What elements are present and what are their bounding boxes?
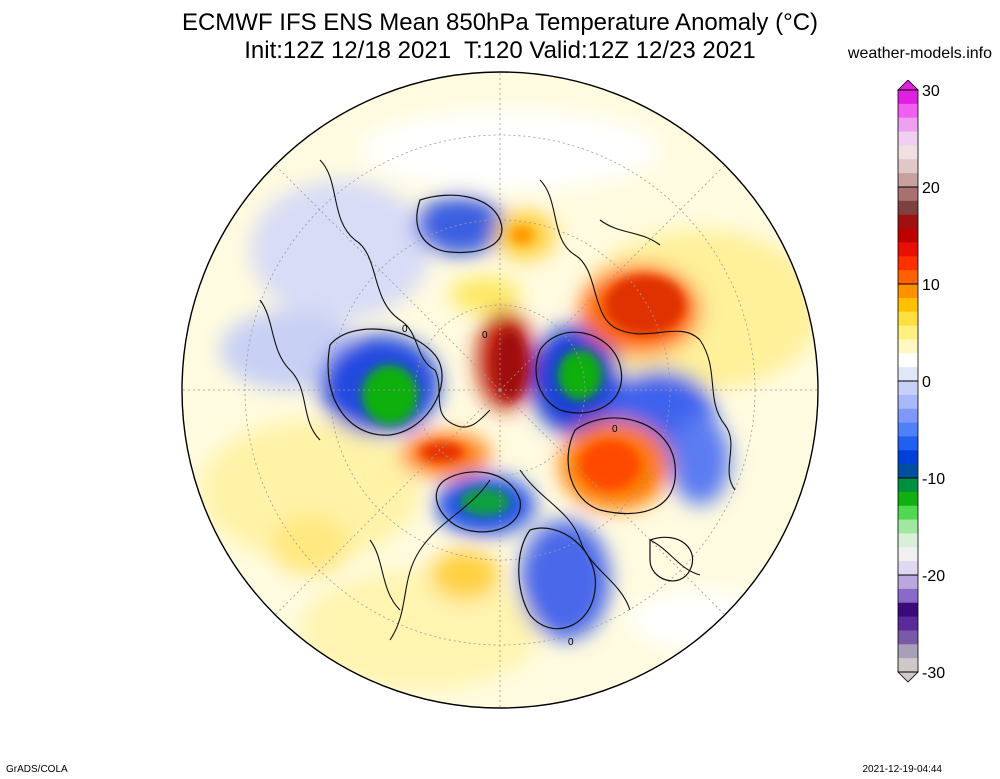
- colorbar-cell: [898, 200, 918, 216]
- colorbar-tick-label: 30: [922, 83, 940, 100]
- colorbar-cell: [898, 311, 918, 327]
- colorbar-cell: [898, 644, 918, 659]
- colorbar-cell: [898, 422, 918, 437]
- colorbar-bottom-arrow: [897, 671, 919, 683]
- colorbar-cell: [898, 339, 918, 354]
- colorbar-tick-label: -30: [922, 665, 945, 682]
- colorbar-tick-label: 20: [922, 180, 940, 197]
- contour-label: 0: [482, 330, 488, 341]
- colorbar-cell: [898, 90, 918, 105]
- colorbar-cell: [898, 256, 918, 271]
- colorbar-tick-label: 0: [922, 374, 931, 391]
- contour-label: 0: [402, 324, 408, 335]
- valid-time-subtitle: Init:12Z 12/18 2021 T:120 Valid:12Z 12/2…: [244, 37, 756, 64]
- colorbar-cell: [898, 145, 918, 160]
- colorbar-cell: [898, 173, 918, 188]
- generation-timestamp: 2021-12-19-04:44: [862, 764, 942, 775]
- colorbar-cell: [898, 242, 918, 257]
- colorbar-cell: [898, 575, 918, 590]
- colorbar-cell: [898, 491, 918, 507]
- colorbar-cell: [898, 547, 918, 562]
- colorbar-cell: [898, 131, 918, 146]
- colorbar-cell: [898, 325, 918, 340]
- colorbar-top-arrow: [897, 80, 919, 91]
- colorbar-cell: [898, 381, 918, 396]
- colorbar-cell: [898, 464, 918, 479]
- colorbar-cell: [898, 367, 918, 382]
- colorbar-cell: [898, 478, 918, 493]
- colorbar-tick-label: -20: [922, 568, 945, 585]
- colorbar-cell: [898, 658, 918, 673]
- colorbar-cell: [898, 394, 918, 410]
- site-credit: weather-models.info: [847, 45, 992, 62]
- contour-label: 0: [612, 424, 618, 435]
- colorbar-cell: [898, 214, 918, 230]
- colorbar-cell: [898, 505, 918, 521]
- colorbar-cell: [898, 533, 918, 548]
- map-title: ECMWF IFS ENS Mean 850hPa Temperature An…: [181, 9, 819, 36]
- zero-contour: [327, 194, 694, 630]
- coastlines: [259, 159, 736, 641]
- colorbar-cell: [898, 602, 918, 618]
- colorbar-cell: [898, 353, 918, 368]
- software-credit: GrADS/COLA: [6, 764, 68, 775]
- polar-map: 0 0 0 0: [181, 71, 819, 709]
- colorbar-cell: [898, 408, 918, 424]
- colorbar-cell: [898, 284, 918, 299]
- colorbar-cell: [898, 519, 918, 534]
- colorbar-cell: [898, 561, 918, 576]
- colorbar-cell: [898, 228, 918, 243]
- contour-label: 0: [568, 637, 574, 648]
- colorbar-cell: [898, 436, 918, 451]
- colorbar-cell: [898, 450, 918, 465]
- colorbar-tick-label: -10: [922, 471, 945, 488]
- colorbar-cell: [898, 159, 918, 174]
- colorbar-cell: [898, 103, 918, 119]
- colorbar-cell: [898, 297, 918, 313]
- colorbar-cell: [898, 588, 918, 604]
- colorbar-cell: [898, 187, 918, 202]
- colorbar-cell: [898, 270, 918, 285]
- colorbar-tick-label: 10: [922, 277, 940, 294]
- colorbar: 30 20 10 0 -10 -20 -30: [897, 80, 945, 683]
- colorbar-cell: [898, 616, 918, 631]
- map-border: [181, 71, 819, 709]
- colorbar-cell: [898, 630, 918, 645]
- colorbar-cell: [898, 117, 918, 133]
